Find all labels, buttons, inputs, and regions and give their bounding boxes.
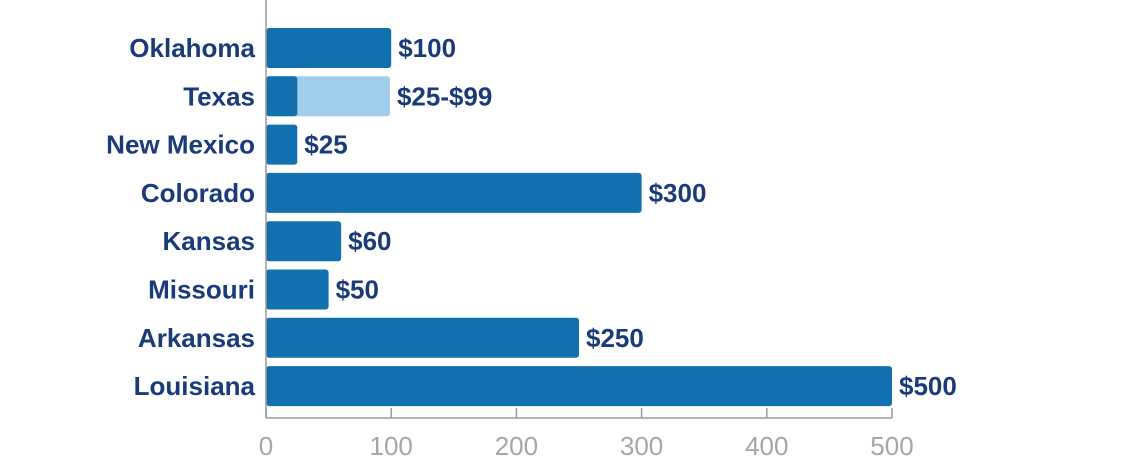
category-label: Colorado <box>141 178 255 208</box>
bar <box>266 269 329 310</box>
category-label: Kansas <box>163 226 256 256</box>
bars <box>266 28 892 407</box>
value-label: $250 <box>586 323 644 353</box>
x-tick-label: 500 <box>870 431 913 461</box>
category-labels: Oklahoma Texas New Mexico Colorado Kansas Mis… <box>106 33 255 401</box>
value-label: $50 <box>336 275 379 305</box>
bar <box>266 221 342 262</box>
x-tick-label: 400 <box>745 431 788 461</box>
x-tick-label: 100 <box>370 431 413 461</box>
category-label: Missouri <box>148 275 255 305</box>
bar <box>266 366 892 407</box>
category-label: Oklahoma <box>129 33 255 63</box>
value-label: $300 <box>649 178 707 208</box>
value-label: $60 <box>348 226 391 256</box>
x-tick-label: 0 <box>259 431 273 461</box>
category-label: Louisiana <box>134 371 256 401</box>
bar <box>266 28 392 68</box>
x-tick-label: 200 <box>495 431 538 461</box>
value-label: $500 <box>899 371 957 401</box>
bar <box>266 76 298 117</box>
x-tick-label: 300 <box>620 431 663 461</box>
category-label: New Mexico <box>106 130 255 160</box>
bar <box>266 172 642 213</box>
bar <box>266 124 298 165</box>
value-label: $25-$99 <box>397 81 492 111</box>
bar <box>266 317 579 358</box>
category-label: Texas <box>183 81 255 111</box>
category-label: Arkansas <box>138 323 255 353</box>
value-labels: $100 $25-$99 $25 $300 $60 $50 $250 $500 <box>304 33 957 401</box>
value-label: $25 <box>304 130 347 160</box>
x-axis: 0 100 200 300 400 500 <box>259 0 914 461</box>
value-label: $100 <box>398 33 456 63</box>
